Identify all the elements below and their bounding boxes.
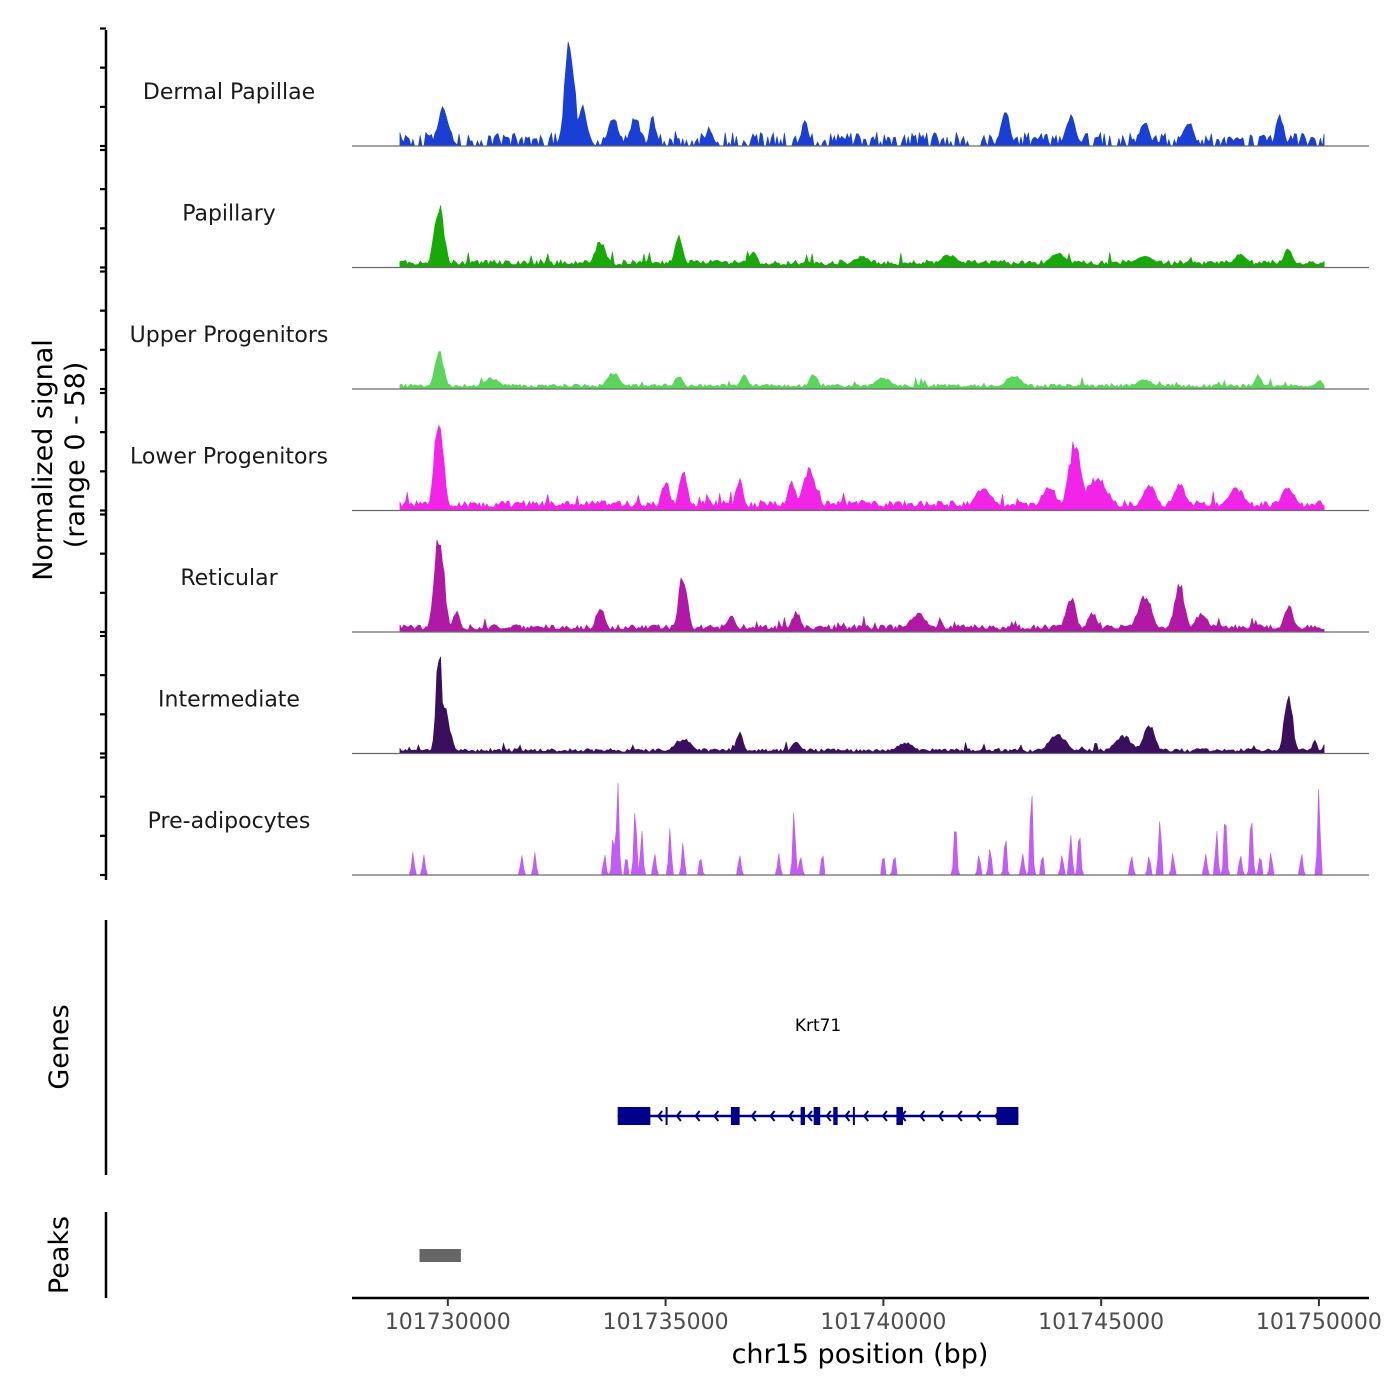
strand-arrow xyxy=(956,1110,963,1122)
gene-exon xyxy=(833,1107,838,1125)
coverage-area-reticular xyxy=(399,539,1325,633)
track-label-intermediate: Intermediate xyxy=(158,688,300,713)
gene-krt71: Krt71 xyxy=(617,1016,1019,1125)
y-axis-title-line2: (range 0 - 58) xyxy=(60,362,91,549)
track-lower-progenitors: Lower Progenitors xyxy=(130,424,1369,512)
track-reticular: Reticular xyxy=(180,539,1369,633)
x-tick-label: 101750000 xyxy=(1256,1310,1382,1335)
track-pre-adipocytes: Pre-adipocytes xyxy=(148,782,1369,877)
strand-arrow xyxy=(750,1110,757,1122)
peak-region xyxy=(419,1249,461,1262)
coverage-tracks: Dermal Papillae Papillary Upper Progenitor… xyxy=(130,41,1369,877)
strand-arrow xyxy=(788,1110,795,1122)
strand-arrow xyxy=(919,1110,926,1122)
track-label-dermal-papillae: Dermal Papillae xyxy=(143,80,315,105)
track-label-reticular: Reticular xyxy=(180,566,278,591)
coverage-area-dermal-papillae xyxy=(399,41,1325,148)
coverage-area-intermediate xyxy=(399,656,1325,754)
strand-arrow xyxy=(656,1110,663,1122)
track-upper-progenitors: Upper Progenitors xyxy=(130,323,1369,390)
track-intermediate: Intermediate xyxy=(158,656,1369,755)
strand-arrow xyxy=(694,1110,701,1122)
strand-arrow xyxy=(937,1110,944,1122)
x-tick-label: 101745000 xyxy=(1038,1310,1164,1335)
coverage-area-upper-progenitors xyxy=(399,351,1325,390)
strand-arrow xyxy=(806,1110,813,1122)
strand-arrow xyxy=(675,1110,682,1122)
track-label-lower-progenitors: Lower Progenitors xyxy=(130,445,328,470)
y-axis-title: Normalized signal (range 0 - 58) xyxy=(28,339,91,581)
x-tick-label: 101735000 xyxy=(603,1310,729,1335)
x-axis-ticks: 101730000 101735000 101740000 101745000 1017… xyxy=(385,1298,1382,1335)
strand-arrow xyxy=(825,1110,832,1122)
coverage-area-lower-progenitors xyxy=(399,424,1325,511)
strand-arrow xyxy=(881,1110,888,1122)
track-papillary: Papillary xyxy=(182,202,1369,269)
coverage-area-pre-adipocytes xyxy=(399,782,1325,877)
strand-arrow xyxy=(975,1110,982,1122)
genes-track-label: Genes xyxy=(44,1004,75,1089)
x-axis-title: chr15 position (bp) xyxy=(732,1339,989,1370)
gene-exon xyxy=(852,1107,855,1125)
x-tick-label: 101730000 xyxy=(385,1310,511,1335)
y-axis-ticks xyxy=(100,27,106,877)
strand-arrow xyxy=(844,1110,851,1122)
track-dermal-papillae: Dermal Papillae xyxy=(143,41,1369,148)
gene-exon xyxy=(800,1107,805,1125)
strand-arrow xyxy=(862,1110,869,1122)
strand-arrow xyxy=(769,1110,776,1122)
strand-arrow xyxy=(713,1110,720,1122)
gene-exon xyxy=(665,1107,668,1125)
track-label-pre-adipocytes: Pre-adipocytes xyxy=(148,809,311,834)
gene-name-label: Krt71 xyxy=(795,1016,841,1036)
y-axis-title-line1: Normalized signal xyxy=(28,339,59,581)
gene-exon xyxy=(896,1107,903,1125)
gene-exon xyxy=(730,1107,740,1125)
gene-exon xyxy=(813,1107,821,1125)
track-label-upper-progenitors: Upper Progenitors xyxy=(130,323,329,348)
x-tick-label: 101740000 xyxy=(820,1310,946,1335)
genes-track: Genes Krt71 xyxy=(44,920,1019,1175)
gene-exon xyxy=(617,1107,651,1125)
track-label-papillary: Papillary xyxy=(182,202,276,227)
coverage-area-papillary xyxy=(399,205,1325,268)
peaks-track: Peaks xyxy=(44,1212,461,1298)
peaks-track-label: Peaks xyxy=(44,1216,75,1294)
gene-exon xyxy=(996,1107,1019,1125)
